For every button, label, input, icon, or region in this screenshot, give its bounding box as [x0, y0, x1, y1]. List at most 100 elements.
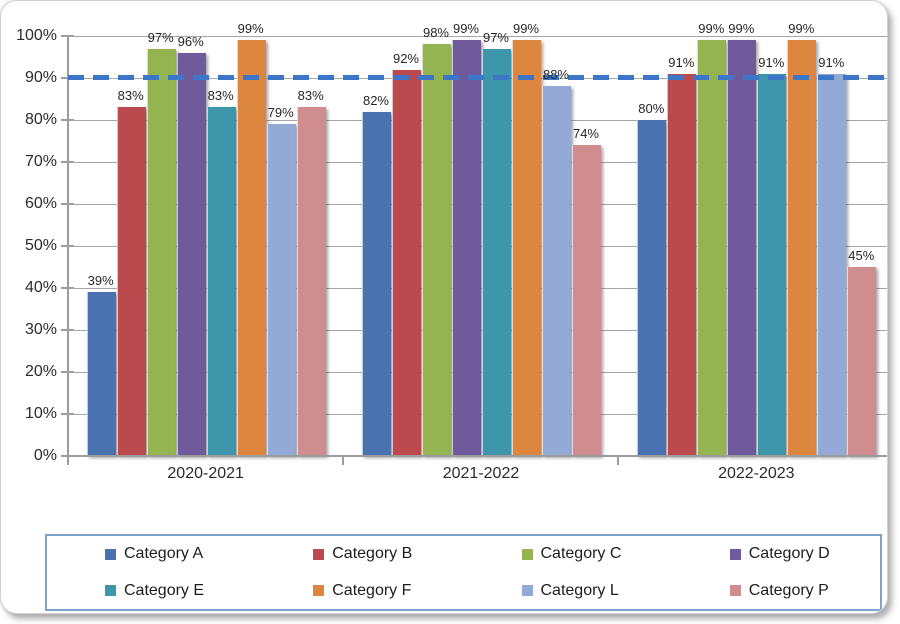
bar-wrap: 91%	[817, 55, 847, 456]
bar-category-l	[541, 86, 571, 456]
bar-category-d	[451, 40, 481, 456]
bar-group: 82% 92% 98% 99% 97% 99% 88% 74%	[343, 21, 618, 456]
bar-category-l	[817, 73, 847, 456]
y-axis-tick	[61, 287, 74, 289]
bar-wrap: 88%	[541, 67, 571, 456]
bar-label: 83%	[297, 88, 324, 104]
bar-label: 88%	[542, 67, 569, 83]
y-tick-label: 40%	[24, 279, 57, 296]
bar-wrap: 91%	[667, 55, 697, 456]
bar-wrap: 99%	[236, 21, 266, 456]
bar-wrap: 98%	[421, 25, 451, 456]
bar-category-f	[236, 40, 266, 456]
bar-category-c	[146, 48, 176, 456]
x-axis	[67, 455, 887, 457]
bar-label: 97%	[147, 29, 174, 45]
legend-marker-icon	[729, 585, 741, 597]
bar-category-e	[206, 107, 236, 456]
gridline	[68, 36, 887, 37]
y-axis-tick	[61, 119, 74, 121]
bar-label: 99%	[788, 21, 815, 37]
bar-category-p	[571, 145, 601, 456]
legend-marker-icon	[729, 548, 741, 560]
y-tick-label: 30%	[24, 321, 57, 338]
y-tick-label: 70%	[24, 153, 57, 170]
y-tick-label: 60%	[24, 195, 57, 212]
bar-label: 99%	[512, 21, 539, 37]
bar-category-a	[361, 111, 391, 456]
legend-label: Category B	[332, 545, 413, 563]
y-tick-label: 50%	[24, 237, 57, 254]
bar-wrap: 82%	[361, 93, 391, 456]
bar-wrap: 97%	[146, 30, 176, 456]
bar-label: 80%	[638, 101, 665, 116]
bar-category-c	[421, 44, 451, 456]
bar-wrap: 80%	[637, 101, 667, 456]
y-tick-label: 80%	[24, 111, 57, 128]
legend-marker-icon	[313, 548, 325, 560]
bar-category-e	[757, 73, 787, 456]
bar-wrap: 45%	[847, 248, 877, 456]
bar-label: 98%	[422, 25, 449, 41]
x-axis-tick	[67, 457, 69, 465]
bar-label: 97%	[482, 29, 509, 45]
bar-wrap: 39%	[86, 273, 116, 456]
bar-wrap: 83%	[296, 88, 326, 456]
legend-label: Category F	[332, 581, 412, 599]
x-axis-label: 2020-2021	[167, 465, 244, 482]
legend-label: Category C	[540, 545, 622, 563]
y-axis-tick	[61, 161, 74, 163]
legend-label: Category P	[748, 581, 829, 599]
y-tick-label: 0%	[33, 447, 57, 464]
reference-line	[68, 75, 887, 80]
bar-label: 82%	[362, 92, 389, 108]
bar-label: 83%	[207, 88, 234, 104]
bar-label: 83%	[117, 88, 144, 104]
bar-label: 79%	[267, 105, 294, 121]
bar-category-p	[296, 107, 326, 456]
bar-wrap: 99%	[451, 21, 481, 456]
bar-wrap: 97%	[481, 30, 511, 456]
legend-marker-icon	[105, 585, 116, 597]
y-axis-tick	[61, 245, 74, 247]
legend-marker-icon	[521, 548, 533, 560]
legend-item: Category F	[255, 582, 463, 600]
legend-label: Category A	[124, 545, 204, 563]
bar-category-f	[511, 40, 541, 456]
bar-wrap: 79%	[266, 105, 296, 456]
legend-item: Category C	[464, 545, 672, 563]
y-axis-tick	[61, 371, 74, 373]
bar-category-l	[266, 124, 296, 456]
x-axis-label-row: 2020-2021 2021-2022 2022-2023	[68, 465, 887, 483]
y-axis-tick	[61, 77, 74, 79]
bar-wrap: 74%	[571, 126, 601, 456]
bar-wrap: 99%	[727, 21, 757, 456]
bar-label: 45%	[848, 248, 875, 263]
bar-category-b	[116, 107, 146, 456]
legend-item: Category A	[47, 545, 255, 563]
legend-label: Category E	[124, 581, 205, 599]
y-axis-tick	[61, 329, 74, 331]
legend-marker-icon	[521, 585, 533, 597]
bar-label: 74%	[572, 126, 599, 142]
bar-label: 39%	[87, 273, 114, 289]
legend: Category A Category B Category C Category D…	[45, 534, 882, 611]
x-axis-label: 2021-2022	[442, 465, 520, 482]
legend-label: Category D	[748, 545, 830, 563]
bar-wrap: 92%	[391, 51, 421, 456]
y-tick-label: 100%	[16, 27, 57, 44]
legend-marker-icon	[105, 548, 116, 560]
legend-label: Category L	[540, 581, 619, 599]
bar-group: 39% 83% 97% 96% 83% 99% 79% 83%	[68, 21, 343, 456]
y-tick-label: 20%	[24, 363, 57, 380]
legend-item: Category L	[464, 582, 672, 600]
bar-wrap: 83%	[116, 88, 146, 456]
bar-category-b	[667, 73, 697, 456]
bar-label: 92%	[392, 50, 419, 66]
bar-wrap: 83%	[206, 88, 236, 456]
y-tick-label: 10%	[24, 405, 57, 422]
bar-category-d	[176, 52, 206, 456]
x-axis-tick	[342, 457, 344, 465]
bar-category-a	[86, 292, 116, 456]
bar-label: 91%	[818, 54, 845, 70]
